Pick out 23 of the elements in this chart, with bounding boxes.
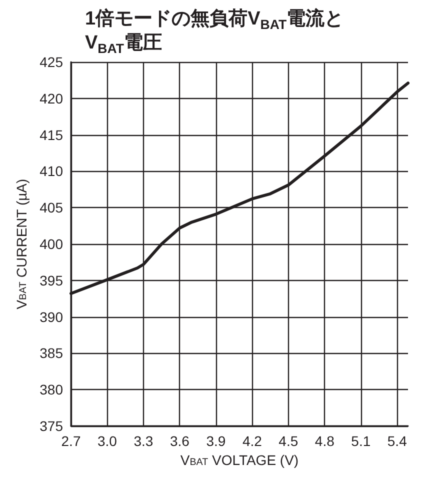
y-tick-label: 395 [40, 272, 64, 288]
x-axis-title: VBAT VOLTAGE (V) [180, 452, 299, 468]
y-tick-label: 375 [40, 418, 64, 434]
y-tick-label: 425 [40, 54, 64, 70]
y-tick-label: 420 [40, 90, 64, 106]
x-tick-label: 3.6 [170, 433, 190, 449]
y-tick-label: 385 [40, 345, 64, 362]
x-tick-label: 5.1 [351, 433, 371, 449]
x-tick-label: 3.9 [206, 433, 226, 449]
y-tick-label: 415 [40, 126, 64, 143]
x-tick-label: 2.7 [61, 433, 81, 449]
x-tick-label: 4.8 [314, 433, 335, 449]
y-tick-label: 400 [40, 236, 64, 252]
y-axis-title: VBAT CURRENT (µA) [13, 178, 30, 310]
x-tick-label: 4.2 [242, 433, 262, 449]
y-tick-label: 380 [40, 382, 64, 398]
y-tick-label: 390 [40, 308, 64, 325]
x-tick-label: 3.0 [98, 433, 118, 449]
y-tick-label: 410 [40, 163, 64, 180]
x-tick-label: 5.4 [387, 433, 408, 449]
y-tick-label: 405 [40, 200, 64, 216]
x-tick-label: 3.3 [134, 433, 154, 449]
x-tick-label: 4.5 [278, 433, 298, 449]
